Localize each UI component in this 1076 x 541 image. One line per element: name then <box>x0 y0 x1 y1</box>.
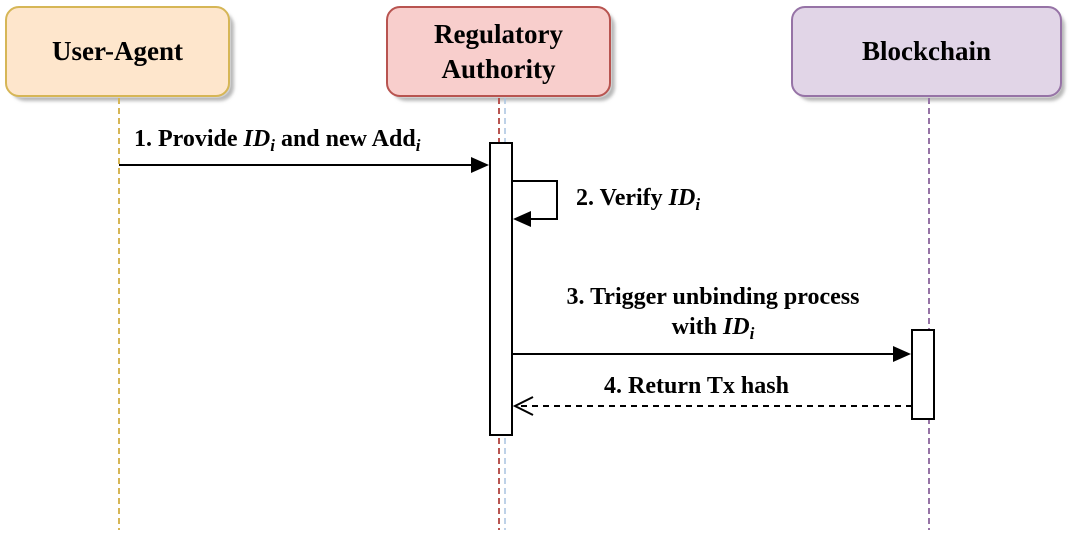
actor-user-agent: User-Agent <box>5 6 230 97</box>
message-2-var: ID <box>668 185 696 211</box>
message-1-prefix: 1. Provide <box>134 126 244 152</box>
actor-regulatory-label-line1: Regulatory <box>434 18 563 49</box>
message-3-var: ID <box>722 314 750 340</box>
message-2-label: 2. Verify IDi <box>576 183 700 213</box>
message-2-sub: i <box>695 195 701 214</box>
message-3-sub: i <box>749 324 755 343</box>
blockchain-activation <box>911 329 935 420</box>
message-1-sub: i <box>270 136 275 155</box>
message-3-line2: with IDi <box>538 312 888 342</box>
actor-regulatory-authority: Regulatory Authority <box>386 6 611 97</box>
message-4-label: 4. Return Tx hash <box>604 371 789 401</box>
message-3-line1: 3. Trigger unbinding process <box>566 284 860 310</box>
message-1-label: 1. Provide IDi and new Addi <box>134 124 420 154</box>
actor-blockchain-label: Blockchain <box>861 36 992 66</box>
message-4-text: 4. Return Tx hash <box>604 373 789 399</box>
message-4-arrowhead <box>512 396 534 416</box>
message-2-arrowhead <box>513 211 531 227</box>
message-1-arrowhead <box>471 157 489 173</box>
message-3-prefix: with <box>671 314 723 340</box>
message-1-var: ID <box>243 126 271 152</box>
message-2-arrow <box>512 180 558 220</box>
actor-regulatory-label-line2: Authority <box>441 53 556 84</box>
actor-user-agent-label: User-Agent <box>52 36 183 66</box>
message-3-label: 3. Trigger unbinding process with IDi <box>538 282 888 342</box>
actor-blockchain: Blockchain <box>791 6 1062 97</box>
regulatory-activation <box>489 142 513 436</box>
message-3-arrowhead <box>893 346 911 362</box>
message-1-sub2: i <box>415 136 421 155</box>
message-2-prefix: 2. Verify <box>576 185 669 211</box>
message-1-middle: and new Add <box>274 126 416 152</box>
